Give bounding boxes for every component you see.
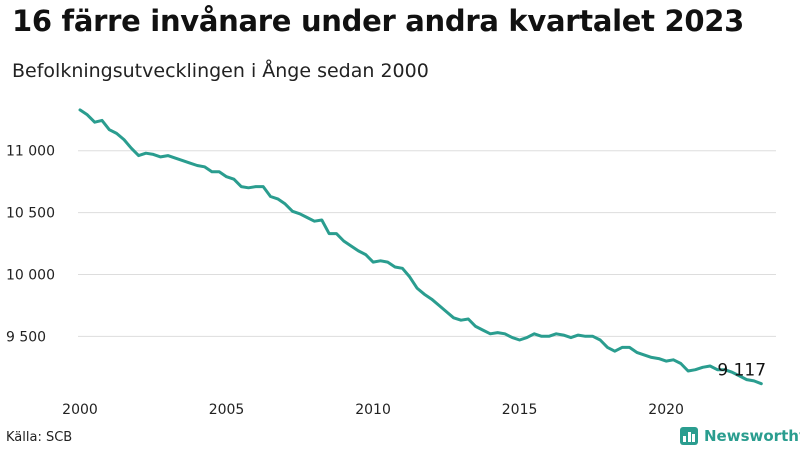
chart-subtitle: Befolkningsutvecklingen i Ånge sedan 200… xyxy=(12,60,429,82)
y-tick-label: 10 000 xyxy=(6,267,55,283)
chart-title: 16 färre invånare under andra kvartalet … xyxy=(12,4,744,38)
x-tick-label: 2020 xyxy=(648,402,684,418)
y-tick-label: 9 500 xyxy=(6,329,46,345)
end-label-layer: 9 117 xyxy=(717,361,766,381)
x-tick-label: 2010 xyxy=(355,402,391,418)
brand-name: Newsworthy xyxy=(704,427,800,445)
y-tick-label: 11 000 xyxy=(6,144,55,160)
y-axis-ticks: 9 500 10 000 10 500 11 000 xyxy=(6,144,55,346)
brand-logo[interactable]: Newsworthy xyxy=(680,427,800,445)
end-value-label: 9 117 xyxy=(717,361,766,381)
x-tick-label: 2015 xyxy=(502,402,538,418)
x-tick-label: 2000 xyxy=(62,402,98,418)
series-line xyxy=(78,108,763,386)
series-layer xyxy=(78,108,763,386)
bar-chart-logo-icon xyxy=(680,427,698,445)
x-axis-ticks: 2000 2005 2010 2015 2020 xyxy=(62,402,684,418)
source-note: Källa: SCB xyxy=(6,430,73,445)
y-tick-label: 10 500 xyxy=(6,206,55,222)
grid-lines xyxy=(78,150,776,337)
x-tick-label: 2005 xyxy=(209,402,245,418)
